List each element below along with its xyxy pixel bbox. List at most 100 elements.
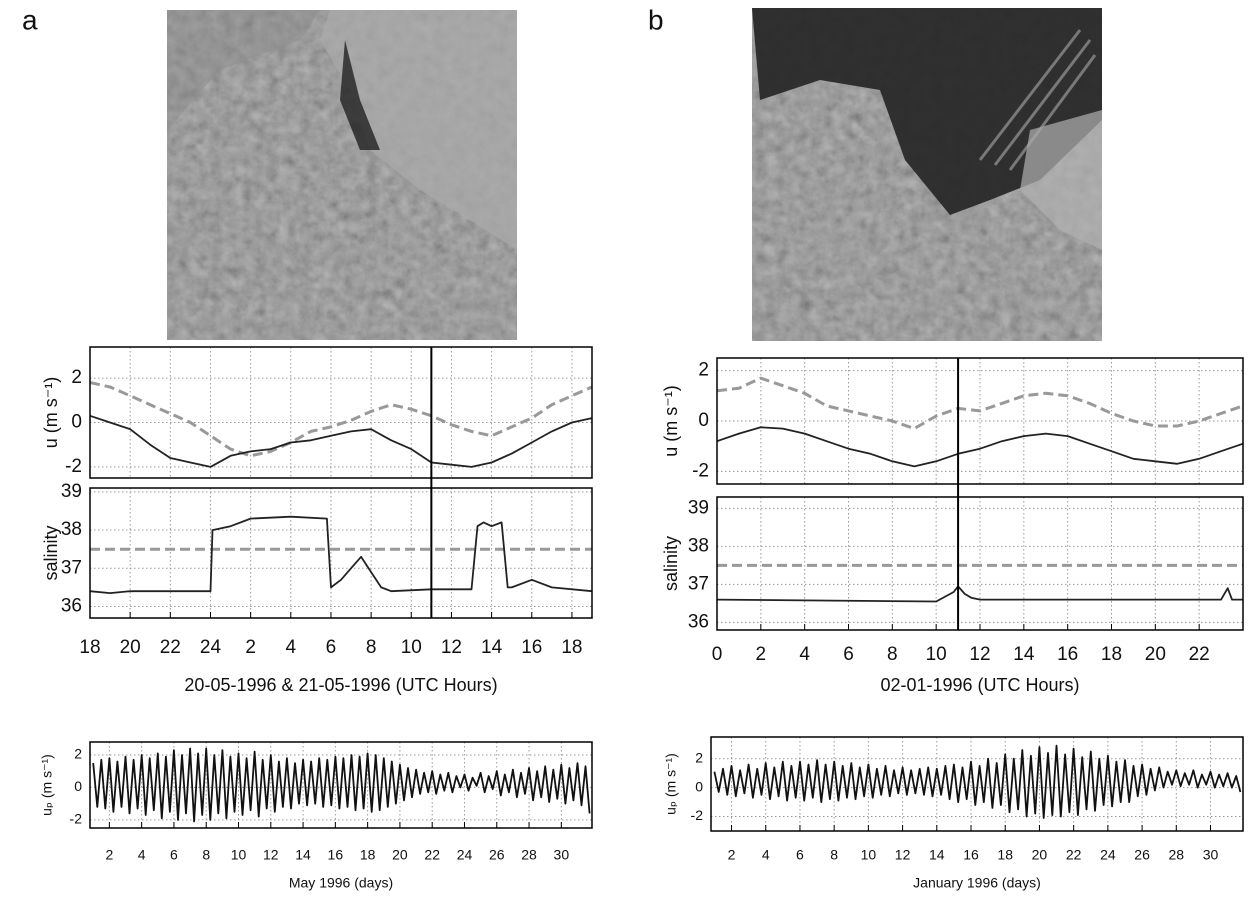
sar-image-b	[752, 8, 1102, 341]
series-line	[89, 515, 593, 594]
plot-frame	[89, 741, 593, 829]
x-tick-label: 20	[1032, 847, 1048, 863]
y-tick-label: 36	[61, 596, 82, 617]
x-tick-label: 6	[170, 847, 178, 863]
x-tick-label: 18	[360, 847, 376, 863]
y-axis-label: u (m s⁻¹)	[41, 377, 61, 449]
y-axis-label: uₚ (m s⁻¹)	[39, 754, 55, 816]
x-tick-label: 30	[1203, 847, 1219, 863]
y-axis-label: u (m s⁻¹)	[661, 385, 681, 457]
x-tick-label: 4	[799, 644, 810, 665]
y-tick-label: -2	[65, 456, 82, 477]
plot-frame	[89, 487, 593, 619]
x-tick-label: 22	[160, 637, 181, 658]
x-tick-label: 12	[969, 644, 990, 665]
y-tick-label: 38	[61, 519, 82, 540]
y-axis-label: salinity	[661, 536, 681, 591]
x-tick-label: 30	[554, 847, 570, 863]
x-tick-label: 6	[796, 847, 804, 863]
x-tick-label: 0	[712, 644, 723, 665]
x-tick-label: 14	[295, 847, 311, 863]
y-tick-label: 2	[74, 746, 82, 762]
series-line	[716, 585, 1243, 603]
x-tick-label: 10	[861, 847, 877, 863]
y-tick-label: -2	[692, 460, 709, 481]
x-tick-label: 18	[1101, 644, 1122, 665]
x-tick-label: 4	[762, 847, 770, 863]
x-tick-label: 20	[120, 637, 141, 658]
plot-frame	[710, 736, 1244, 832]
x-tick-label: 16	[328, 847, 344, 863]
x-tick-label: 2	[245, 637, 256, 658]
x-tick-label: 26	[1134, 847, 1150, 863]
x-tick-label: 10	[401, 637, 422, 658]
x-tick-label: 28	[521, 847, 537, 863]
x-tick-label: 14	[1013, 644, 1035, 665]
panel-label: b	[648, 4, 664, 35]
x-tick-label: 20	[1145, 644, 1166, 665]
x-tick-label: 14	[481, 637, 503, 658]
x-tick-label: 6	[843, 644, 854, 665]
y-tick-label: 0	[698, 410, 709, 431]
x-tick-label: 20	[392, 847, 408, 863]
y-axis-label: uₚ (m s⁻¹)	[663, 753, 679, 815]
y-tick-label: -2	[70, 811, 83, 827]
x-tick-label: 26	[489, 847, 505, 863]
y-tick-label: 37	[688, 573, 709, 594]
x-tick-label: 18	[561, 637, 582, 658]
x-tick-label: 8	[887, 644, 898, 665]
x-tick-label: 24	[200, 637, 222, 658]
x-axis-label: 02-01-1996 (UTC Hours)	[880, 675, 1079, 695]
x-tick-label: 28	[1168, 847, 1184, 863]
x-tick-label: 22	[1066, 847, 1082, 863]
x-tick-label: 6	[326, 637, 337, 658]
sar-image-a	[167, 10, 517, 340]
x-tick-label: 22	[1189, 644, 1210, 665]
x-tick-label: 4	[138, 847, 146, 863]
series-line	[92, 747, 591, 823]
series-line	[716, 376, 1244, 431]
y-tick-label: 0	[74, 778, 82, 794]
x-tick-label: 24	[457, 847, 473, 863]
series-line	[713, 744, 1242, 819]
x-tick-label: 24	[1100, 847, 1116, 863]
x-axis-label: 20-05-1996 & 21-05-1996 (UTC Hours)	[184, 675, 497, 695]
y-tick-label: -2	[691, 807, 704, 823]
series-line	[89, 381, 593, 458]
x-tick-label: 16	[1057, 644, 1078, 665]
series-line	[716, 426, 1244, 468]
x-tick-label: 8	[202, 847, 210, 863]
x-tick-label: 18	[997, 847, 1013, 863]
x-tick-label: 10	[926, 644, 947, 665]
x-tick-label: 2	[756, 644, 767, 665]
y-axis-label: salinity	[41, 525, 61, 580]
y-tick-label: 39	[61, 481, 82, 502]
x-tick-label: 12	[263, 847, 279, 863]
y-tick-label: 37	[61, 557, 82, 578]
y-tick-label: 36	[688, 611, 709, 632]
x-tick-label: 8	[830, 847, 838, 863]
x-tick-label: 2	[105, 847, 113, 863]
x-tick-label: 22	[424, 847, 440, 863]
y-tick-label: 2	[698, 360, 709, 381]
plot-frame	[716, 357, 1244, 485]
y-tick-label: 2	[71, 367, 82, 388]
plot-frame	[89, 346, 593, 479]
x-tick-label: 10	[231, 847, 247, 863]
x-tick-label: 2	[728, 847, 736, 863]
x-tick-label: 18	[79, 637, 100, 658]
series-line	[89, 414, 593, 468]
x-tick-label: 14	[929, 847, 945, 863]
y-tick-label: 0	[695, 778, 703, 794]
y-tick-label: 38	[688, 535, 709, 556]
y-tick-label: 39	[688, 497, 709, 518]
x-tick-label: 8	[366, 637, 377, 658]
panel-label: a	[22, 4, 38, 35]
x-tick-label: 4	[286, 637, 297, 658]
x-axis-label: January 1996 (days)	[913, 875, 1041, 891]
x-tick-label: 16	[963, 847, 979, 863]
y-tick-label: 2	[695, 749, 703, 765]
x-tick-label: 12	[895, 847, 911, 863]
x-tick-label: 16	[521, 637, 542, 658]
